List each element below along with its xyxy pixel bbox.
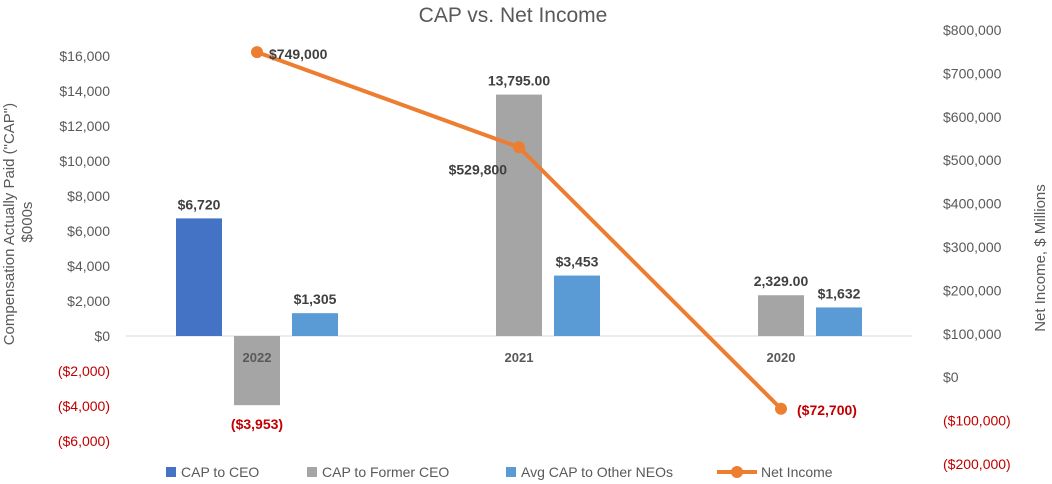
legend-label-cap-to-ceo: CAP to CEO (181, 464, 259, 480)
data-label-net-income-2020: ($72,700) (797, 402, 857, 418)
y-tick-label: $8,000 (67, 188, 110, 204)
y2-tick-label: $100,000 (943, 326, 1002, 342)
legend: CAP to CEO CAP to Former CEO Avg CAP to Ot… (166, 464, 833, 480)
y-tick-label: $14,000 (59, 83, 110, 99)
bar-avg-cap-to-other-neos-2022 (292, 313, 338, 336)
y2-tick-label: $300,000 (943, 239, 1002, 255)
y-tick-label: $6,000 (67, 223, 110, 239)
y-tick-label: $16,000 (59, 48, 110, 64)
y-tick-label: $12,000 (59, 118, 110, 134)
data-label-cap-to-former-ceo-2022: ($3,953) (231, 416, 283, 432)
y-tick-label: ($4,000) (58, 398, 110, 414)
y-axis-label-line-2: $000s (19, 202, 36, 243)
legend-marker-cap-to-ceo (166, 467, 176, 477)
legend-marker-avg-cap-to-other-neos (506, 467, 516, 477)
y-axis-ticks: $16,000 $14,000 $12,000 $10,000 $8,000 $6,000… (58, 48, 110, 449)
net-income-point-2021 (513, 141, 525, 154)
y2-tick-label: $600,000 (943, 109, 1002, 125)
legend-marker-point-net-income (731, 466, 743, 478)
data-label-cap-to-former-ceo-2020: 2,329.00 (754, 273, 809, 289)
y2-tick-label: $200,000 (943, 282, 1002, 298)
bar-cap-to-ceo-2022 (176, 218, 222, 336)
legend-label-net-income: Net Income (761, 464, 833, 480)
y-axis-label-line-1: Compensation Actually Paid ("CAP") (1, 103, 18, 345)
legend-label-avg-cap-to-other-neos: Avg CAP to Other NEOs (521, 464, 673, 480)
y2-tick-label: $800,000 (943, 22, 1002, 38)
data-label-cap-to-ceo-2022: $6,720 (178, 196, 221, 212)
bar-cap-to-former-ceo-2022 (234, 336, 280, 406)
data-label-avg-cap-to-other-neos-2020: $1,632 (818, 285, 861, 301)
y-tick-label: $2,000 (67, 293, 110, 309)
y2-tick-label: $400,000 (943, 196, 1002, 212)
data-label-net-income-2022: $749,000 (269, 46, 328, 62)
y2-tick-label: $500,000 (943, 152, 1002, 168)
y2-axis-label: Net Income, $ Millions (1032, 184, 1049, 332)
category-label-2022: 2022 (243, 350, 272, 365)
bars (176, 94, 862, 406)
category-label-2020: 2020 (767, 350, 796, 365)
chart-title: CAP vs. Net Income (419, 4, 608, 27)
data-label-net-income-2021: $529,800 (449, 161, 508, 177)
data-label-cap-to-former-ceo-2021: 13,795.00 (488, 73, 550, 89)
net-income-point-2020 (775, 402, 787, 415)
y-tick-label: ($6,000) (58, 433, 110, 449)
data-labels: $6,720 ($3,953) $1,305 13,795.00 $3,453 2,329… (178, 46, 861, 432)
category-labels: 2022 2021 2020 (243, 350, 796, 365)
y2-tick-label: ($100,000) (943, 413, 1011, 429)
y2-axis-ticks: $800,000 $700,000 $600,000 $500,000 $400,000… (943, 22, 1011, 472)
net-income-point-2022 (251, 46, 263, 59)
y2-tick-label: $700,000 (943, 65, 1002, 81)
data-label-avg-cap-to-other-neos-2022: $1,305 (294, 291, 337, 307)
y-tick-label: $4,000 (67, 258, 110, 274)
net-income-line (251, 46, 787, 415)
y-axis-label: Compensation Actually Paid ("CAP") $000s (1, 99, 36, 346)
y2-tick-label: $0 (943, 369, 959, 385)
legend-marker-cap-to-former-ceo (307, 467, 317, 477)
data-label-avg-cap-to-other-neos-2021: $3,453 (556, 254, 599, 270)
y-tick-label: $0 (94, 328, 110, 344)
bar-avg-cap-to-other-neos-2021 (554, 275, 600, 336)
y-tick-label: ($2,000) (58, 363, 110, 379)
y2-tick-label: ($200,000) (943, 456, 1011, 472)
y-tick-label: $10,000 (59, 153, 110, 169)
category-label-2021: 2021 (505, 350, 534, 365)
bar-cap-to-former-ceo-2020 (758, 295, 804, 336)
bar-avg-cap-to-other-neos-2020 (816, 307, 862, 336)
bar-cap-to-former-ceo-2021 (496, 94, 542, 337)
legend-label-cap-to-former-ceo: CAP to Former CEO (322, 464, 449, 480)
